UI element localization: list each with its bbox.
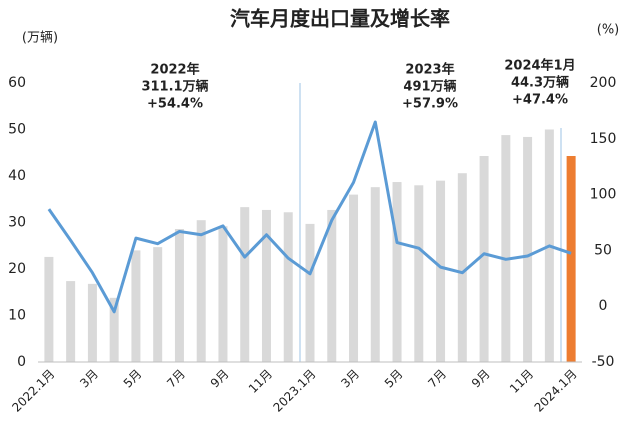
bar	[327, 209, 337, 362]
x-tick-label: 5月	[121, 367, 145, 391]
annotation: +57.9%	[402, 97, 458, 112]
bar	[370, 187, 380, 362]
y2-axis-label: (%)	[597, 23, 620, 38]
y-tick-label: 20	[8, 261, 26, 277]
bar	[349, 194, 359, 362]
chart-title: 汽车月度出口量及增长率	[230, 7, 450, 31]
bar	[174, 229, 184, 362]
x-tick-label: 2024.1月	[532, 367, 580, 415]
bar	[87, 283, 97, 362]
y2-tick-label: 0	[599, 298, 608, 314]
y-tick-label: 30	[8, 215, 26, 231]
y-tick-label: 10	[8, 308, 26, 324]
bar	[240, 207, 250, 362]
bar	[153, 247, 163, 362]
x-tick-label: 11月	[507, 367, 536, 396]
annotation: +47.4%	[512, 93, 568, 108]
y2-tick-label: 200	[590, 75, 617, 91]
bar	[261, 209, 271, 362]
annotation: +54.4%	[147, 97, 203, 112]
y-tick-label: 0	[17, 354, 26, 370]
bar	[436, 180, 446, 362]
annotation: 44.3万辆	[511, 75, 569, 91]
bar	[392, 182, 402, 362]
bar	[523, 136, 533, 362]
x-tick-label: 9月	[208, 367, 232, 391]
x-tick-label: 2022.1月	[9, 367, 57, 415]
y-tick-label: 60	[8, 75, 26, 91]
y2-tick-label: 50	[594, 242, 612, 258]
x-tick-label: 11月	[246, 367, 275, 396]
y-tick-label: 40	[8, 168, 26, 184]
bar	[414, 185, 424, 362]
y-tick-label: 50	[8, 122, 26, 138]
y2-tick-label: 100	[590, 187, 617, 203]
annotation: 2023年	[405, 62, 454, 78]
bar	[283, 212, 293, 362]
y-axis-label: (万辆)	[22, 31, 58, 46]
bar	[218, 226, 228, 362]
bar	[479, 156, 489, 362]
x-tick-label: 7月	[164, 367, 188, 391]
bar	[44, 256, 54, 362]
bar	[131, 250, 141, 362]
bar	[196, 220, 206, 362]
x-tick-label: 5月	[382, 367, 406, 391]
annotation: 2022年	[150, 62, 199, 78]
line	[47, 120, 572, 314]
x-tick-label: 3月	[77, 367, 101, 391]
annotation: 2024年1月	[504, 58, 575, 74]
bar	[109, 297, 119, 362]
bar	[305, 223, 315, 362]
x-tick-label: 9月	[469, 367, 493, 391]
x-tick-label: 2023.1月	[271, 367, 319, 415]
bar	[66, 281, 76, 362]
bar	[457, 173, 467, 362]
bar	[566, 156, 576, 362]
annotation: 491万辆	[403, 79, 456, 95]
x-tick-label: 7月	[425, 367, 449, 391]
y2-tick-label: 150	[590, 131, 617, 147]
y2-tick-label: -50	[592, 354, 615, 370]
bar	[501, 135, 511, 362]
annotation: 311.1万辆	[141, 79, 208, 95]
x-tick-label: 3月	[338, 367, 362, 391]
